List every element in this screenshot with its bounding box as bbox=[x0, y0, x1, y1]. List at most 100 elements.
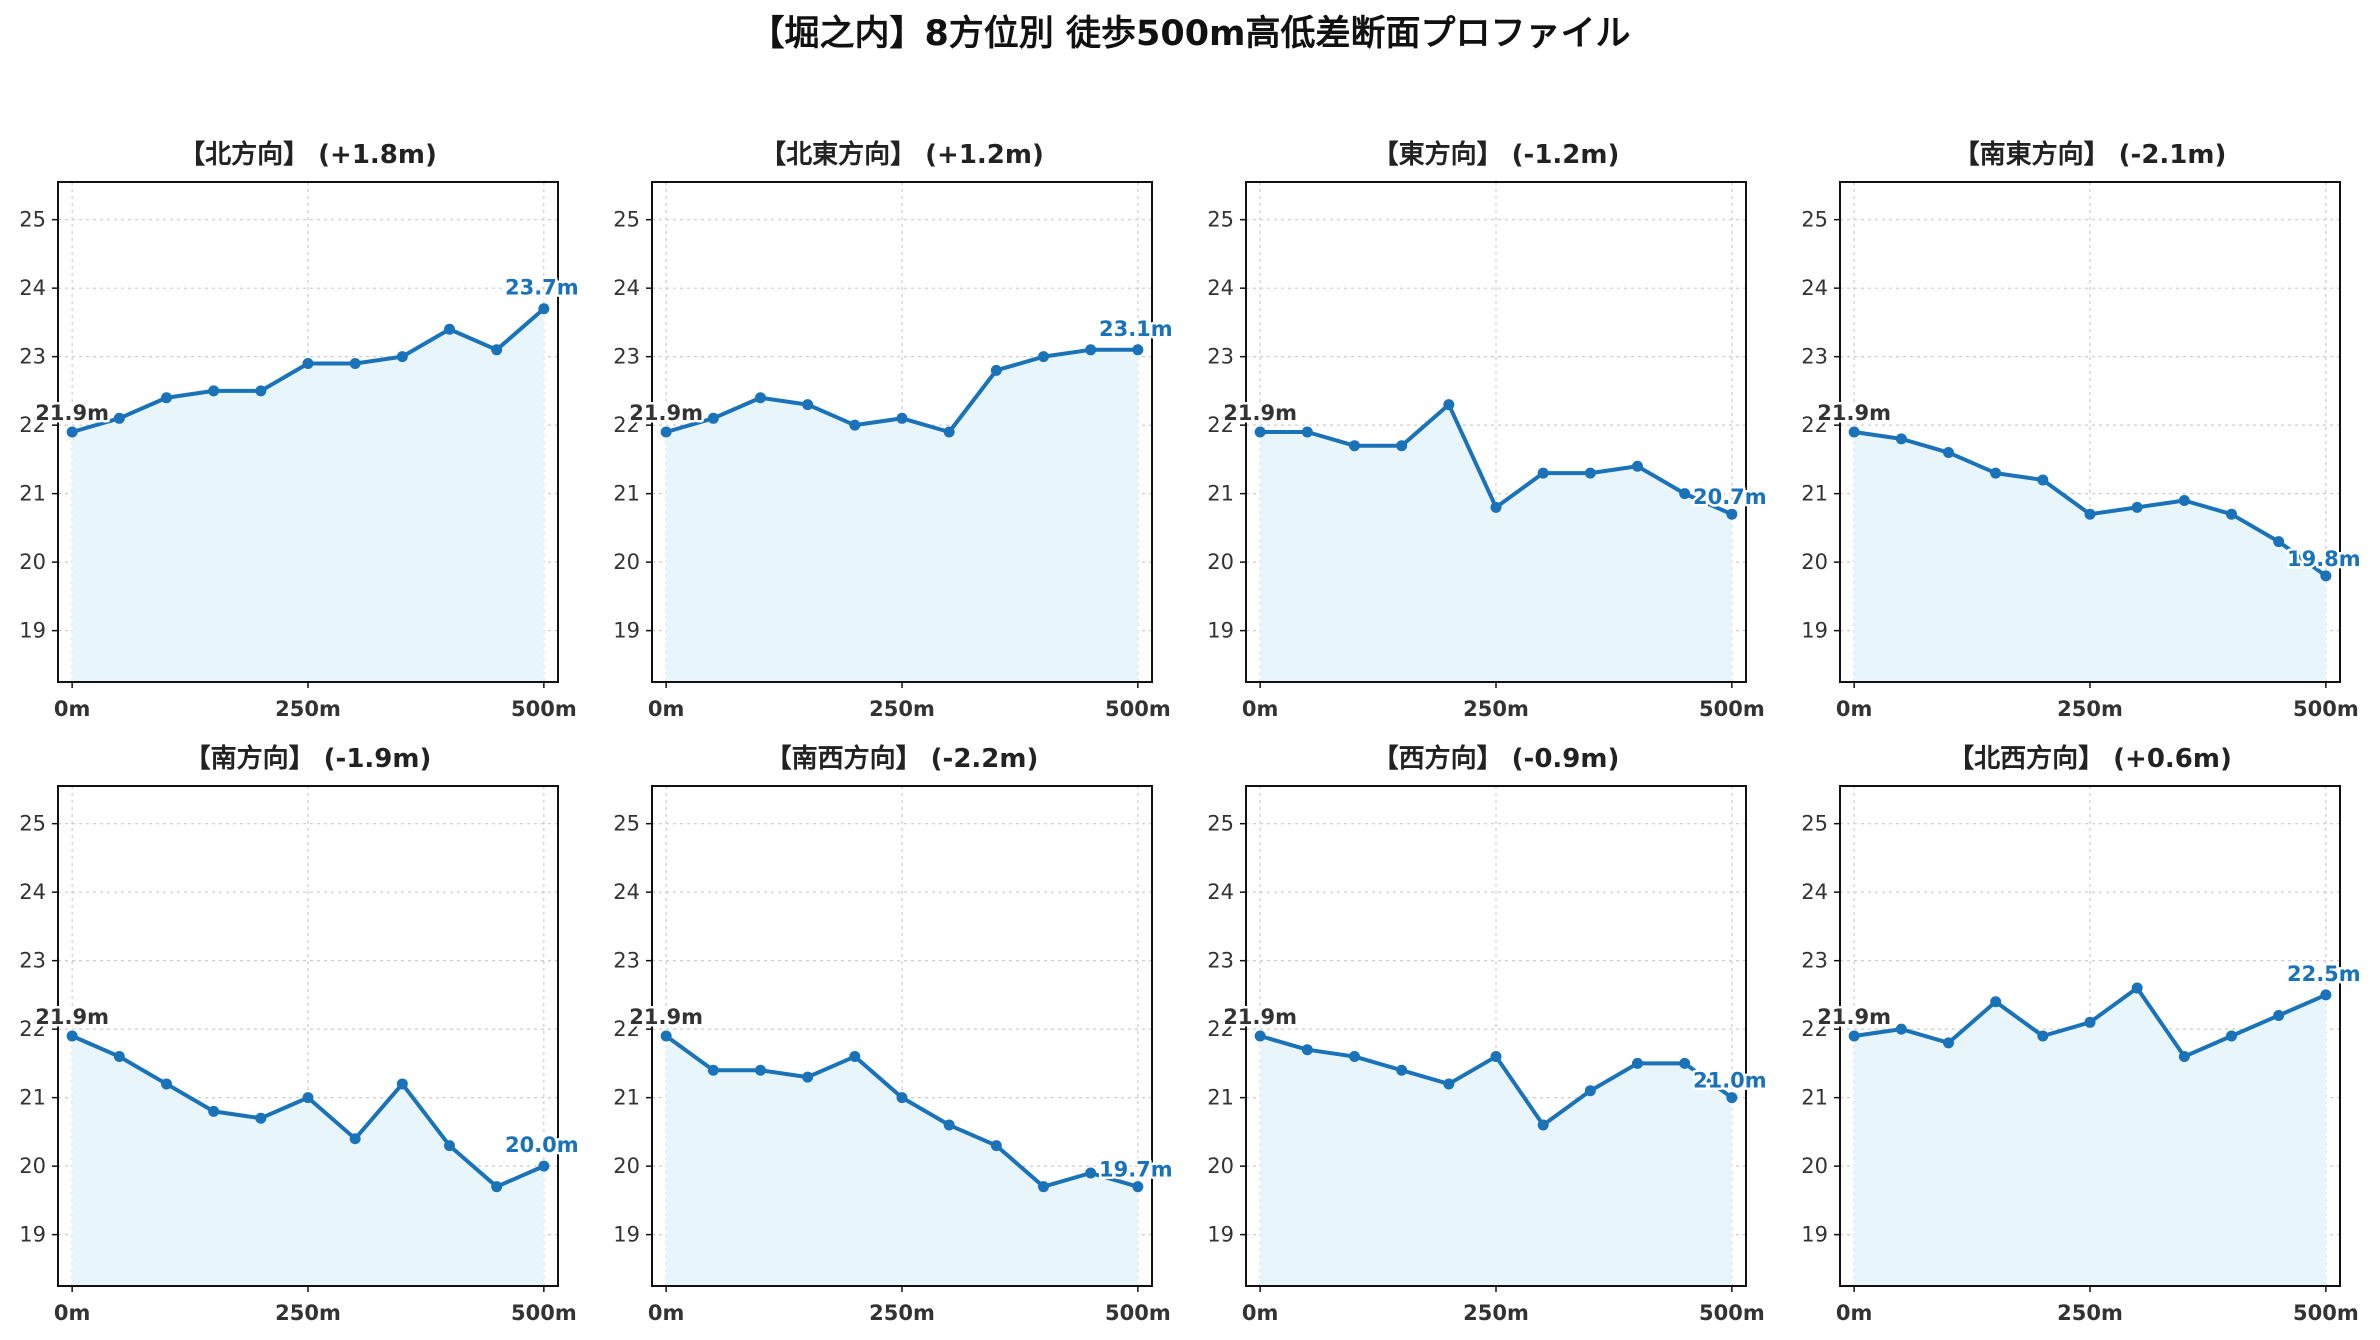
data-point bbox=[1348, 1051, 1360, 1063]
profile-area bbox=[666, 349, 1138, 682]
y-tick-label: 25 bbox=[19, 812, 46, 836]
data-point bbox=[255, 1112, 267, 1124]
start-elevation-label: 21.9m bbox=[1817, 1005, 1891, 1029]
profile-area bbox=[1854, 988, 2326, 1286]
y-tick-label: 24 bbox=[1801, 880, 1828, 904]
data-point bbox=[1301, 1044, 1313, 1056]
data-point bbox=[896, 1092, 908, 1104]
x-tick-label: 500m bbox=[2293, 697, 2359, 721]
x-tick-label: 500m bbox=[511, 1301, 577, 1325]
panel-title: 【北方向】 (+1.8m) bbox=[179, 139, 437, 170]
data-point bbox=[660, 1030, 672, 1042]
data-point bbox=[2320, 989, 2332, 1001]
data-point bbox=[2320, 570, 2332, 582]
data-point bbox=[2226, 1030, 2238, 1042]
y-tick-label: 20 bbox=[613, 550, 640, 574]
data-point bbox=[2084, 1016, 2096, 1028]
data-point bbox=[2273, 1009, 2285, 1021]
data-point bbox=[1085, 344, 1097, 356]
x-tick-label: 0m bbox=[1242, 697, 1279, 721]
data-point bbox=[1942, 447, 1954, 459]
data-point bbox=[1848, 426, 1860, 438]
data-point bbox=[208, 1105, 220, 1117]
y-tick-label: 22 bbox=[19, 1017, 46, 1041]
y-tick-label: 19 bbox=[1207, 1223, 1234, 1247]
profile-area bbox=[1854, 432, 2326, 682]
y-tick-label: 25 bbox=[1801, 208, 1828, 232]
x-tick-label: 0m bbox=[54, 697, 91, 721]
data-point bbox=[491, 1181, 503, 1193]
data-point bbox=[1348, 440, 1360, 452]
data-point bbox=[255, 385, 267, 397]
y-tick-label: 19 bbox=[613, 619, 640, 643]
data-point bbox=[1584, 467, 1596, 479]
data-point bbox=[2273, 536, 2285, 548]
y-tick-label: 25 bbox=[613, 812, 640, 836]
end-elevation-label: 22.5m bbox=[2287, 962, 2361, 986]
y-tick-label: 19 bbox=[1801, 1223, 1828, 1247]
data-point bbox=[1132, 1181, 1144, 1193]
data-point bbox=[160, 1078, 172, 1090]
y-tick-label: 22 bbox=[19, 413, 46, 437]
y-tick-label: 24 bbox=[613, 880, 640, 904]
data-point bbox=[802, 399, 814, 411]
y-tick-label: 19 bbox=[1801, 619, 1828, 643]
y-tick-label: 24 bbox=[19, 276, 46, 300]
panel-title: 【西方向】 (-0.9m) bbox=[1373, 743, 1620, 774]
data-point bbox=[66, 426, 78, 438]
y-tick-label: 22 bbox=[1207, 1017, 1234, 1041]
data-point bbox=[754, 392, 766, 404]
y-tick-label: 21 bbox=[613, 1086, 640, 1110]
y-tick-label: 24 bbox=[1207, 880, 1234, 904]
data-point bbox=[1443, 1078, 1455, 1090]
x-tick-label: 250m bbox=[2057, 1301, 2123, 1325]
data-point bbox=[1990, 467, 2002, 479]
panel-title: 【東方向】 (-1.2m) bbox=[1373, 139, 1620, 170]
start-elevation-label: 21.9m bbox=[629, 1005, 703, 1029]
start-elevation-label: 21.9m bbox=[629, 401, 703, 425]
data-point bbox=[302, 358, 314, 370]
data-point bbox=[1537, 467, 1549, 479]
y-tick-label: 21 bbox=[19, 482, 46, 506]
panel-title: 【北東方向】 (+1.2m) bbox=[760, 139, 1044, 170]
data-point bbox=[2131, 501, 2143, 513]
data-point bbox=[1490, 501, 1502, 513]
start-elevation-label: 21.9m bbox=[35, 1005, 109, 1029]
x-tick-label: 0m bbox=[648, 1301, 685, 1325]
y-tick-label: 19 bbox=[1207, 619, 1234, 643]
y-tick-label: 20 bbox=[19, 550, 46, 574]
y-tick-label: 20 bbox=[1801, 1154, 1828, 1178]
data-point bbox=[1085, 1167, 1097, 1179]
data-point bbox=[1726, 508, 1738, 520]
y-tick-label: 22 bbox=[1801, 413, 1828, 437]
start-elevation-label: 21.9m bbox=[1223, 401, 1297, 425]
data-point bbox=[2178, 494, 2190, 506]
x-tick-label: 500m bbox=[1105, 697, 1171, 721]
y-tick-label: 23 bbox=[1801, 345, 1828, 369]
y-tick-label: 23 bbox=[1207, 949, 1234, 973]
data-point bbox=[396, 1078, 408, 1090]
data-point bbox=[396, 351, 408, 363]
data-point bbox=[990, 1140, 1002, 1152]
data-point bbox=[2037, 474, 2049, 486]
y-tick-label: 21 bbox=[19, 1086, 46, 1110]
y-tick-label: 25 bbox=[1207, 812, 1234, 836]
data-point bbox=[538, 303, 550, 315]
data-point bbox=[1396, 1064, 1408, 1076]
y-tick-label: 22 bbox=[1207, 413, 1234, 437]
data-point bbox=[349, 1133, 361, 1145]
data-point bbox=[1038, 1181, 1050, 1193]
data-point bbox=[1895, 433, 1907, 445]
start-elevation-label: 21.9m bbox=[1817, 401, 1891, 425]
x-tick-label: 500m bbox=[1105, 1301, 1171, 1325]
y-tick-label: 25 bbox=[1801, 812, 1828, 836]
y-tick-label: 23 bbox=[19, 345, 46, 369]
x-tick-label: 500m bbox=[2293, 1301, 2359, 1325]
data-point bbox=[444, 1140, 456, 1152]
start-elevation-label: 21.9m bbox=[35, 401, 109, 425]
x-tick-label: 0m bbox=[54, 1301, 91, 1325]
